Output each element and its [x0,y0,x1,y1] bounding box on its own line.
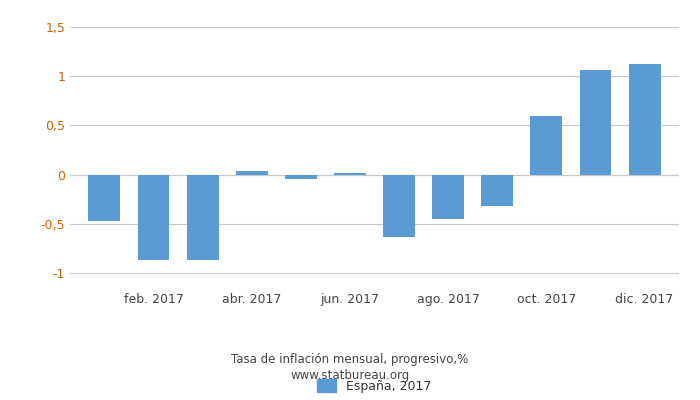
Bar [236,171,267,175]
Bar [383,175,415,237]
Bar [137,175,169,260]
Bar [531,116,562,175]
Bar [88,175,120,221]
Bar [334,173,366,175]
Bar [187,175,218,260]
Bar [432,175,464,219]
Bar [482,175,513,206]
Bar [629,64,661,175]
Bar [580,70,612,175]
Legend: España, 2017: España, 2017 [312,374,437,398]
Text: www.statbureau.org: www.statbureau.org [290,370,410,382]
Bar [285,175,317,178]
Text: Tasa de inflación mensual, progresivo,%: Tasa de inflación mensual, progresivo,% [232,354,468,366]
